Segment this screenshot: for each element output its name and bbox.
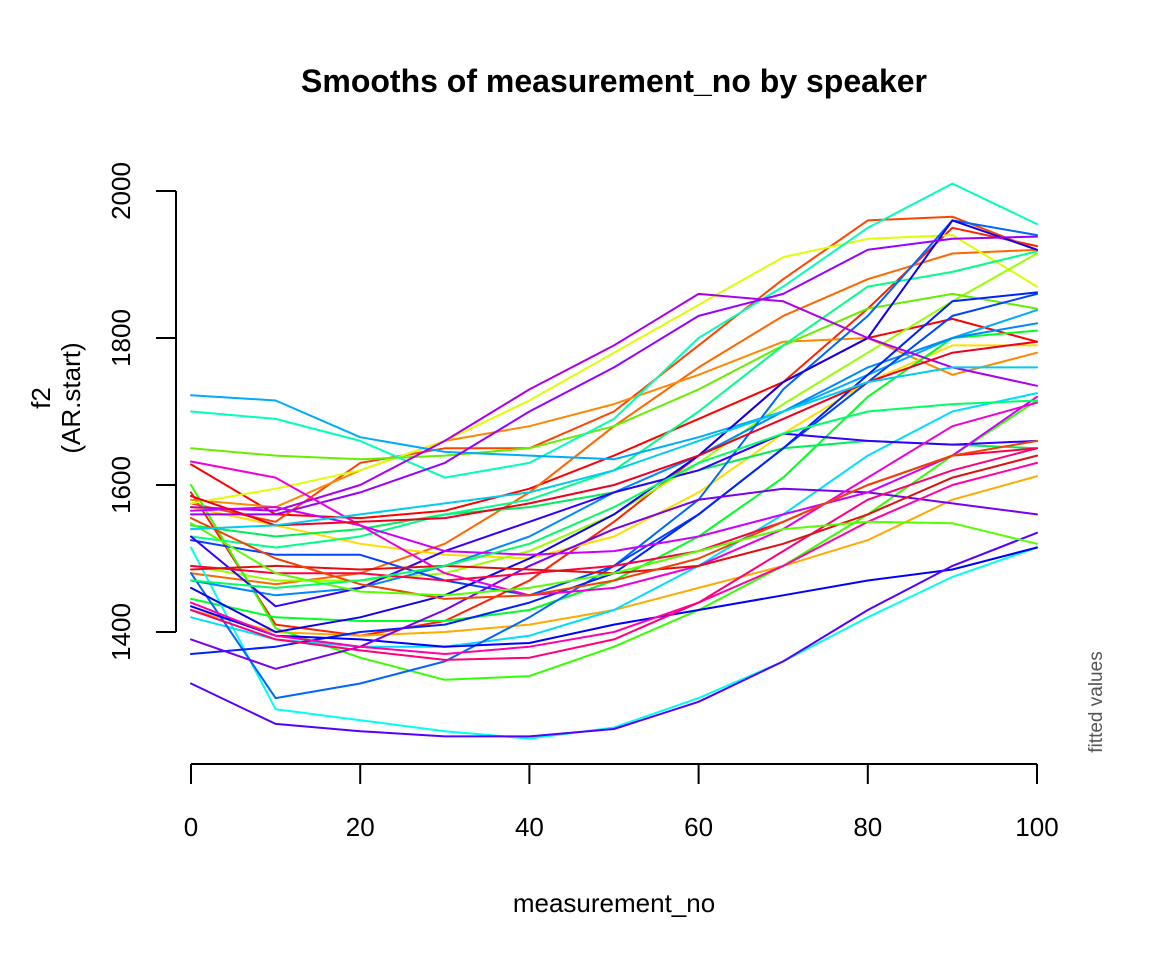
x-axis-label: measurement_no <box>513 888 715 918</box>
series-line-9 <box>190 252 1038 582</box>
y-axis: 1400 1600 1800 2000 <box>106 162 177 661</box>
y-axis-label-line-1: f2 <box>26 387 56 409</box>
x-tick-label: 20 <box>346 812 375 842</box>
x-tick-label: 0 <box>184 812 198 842</box>
x-tick-label: 100 <box>1015 812 1058 842</box>
series-line-16 <box>190 546 1038 740</box>
series-line-15 <box>190 182 1038 479</box>
x-axis: 0 20 40 60 80 100 <box>184 763 1059 842</box>
y-tick-label: 2000 <box>106 162 136 220</box>
series-line-1 <box>190 317 1038 520</box>
x-tick-label: 40 <box>515 812 544 842</box>
series-line-27 <box>190 487 1038 670</box>
series-line-30 <box>190 395 1038 556</box>
series-line-31 <box>190 401 1038 597</box>
series-line-40 <box>190 366 1038 531</box>
series-line-3 <box>190 215 1038 523</box>
plot-lines <box>190 182 1038 740</box>
fitted-values-note: fitted values <box>1086 651 1107 752</box>
series-line-10 <box>190 292 1038 461</box>
y-tick-label: 1600 <box>106 456 136 514</box>
series-line-6 <box>190 475 1038 637</box>
series-line-8 <box>190 234 1038 505</box>
series-line-35 <box>190 340 1038 527</box>
series-line-32 <box>190 461 1038 655</box>
series-line-28 <box>190 235 1038 516</box>
y-tick-label: 1400 <box>106 603 136 661</box>
series-line-11 <box>190 399 1038 681</box>
series-line-24 <box>190 219 1038 633</box>
series-line-29 <box>190 292 1038 512</box>
series-line-26 <box>190 531 1038 738</box>
chart-title: Smooths of measurement_no by speaker <box>301 63 927 99</box>
series-line-23 <box>190 546 1038 648</box>
series-line-18 <box>190 309 1038 461</box>
series-line-17 <box>190 392 1038 648</box>
x-tick-label: 60 <box>684 812 713 842</box>
series-line-33 <box>190 447 1038 661</box>
y-axis-label: f2 (AR.start) <box>26 342 86 453</box>
series-line-37 <box>190 439 1038 600</box>
x-tick-label: 80 <box>853 812 882 842</box>
series-line-39 <box>190 399 1038 589</box>
series-line-25 <box>190 432 1038 608</box>
series-line-38 <box>190 520 1038 597</box>
series-line-7 <box>190 344 1038 560</box>
y-axis-label-line-2: (AR.start) <box>56 342 86 453</box>
y-tick-label: 1800 <box>106 309 136 367</box>
